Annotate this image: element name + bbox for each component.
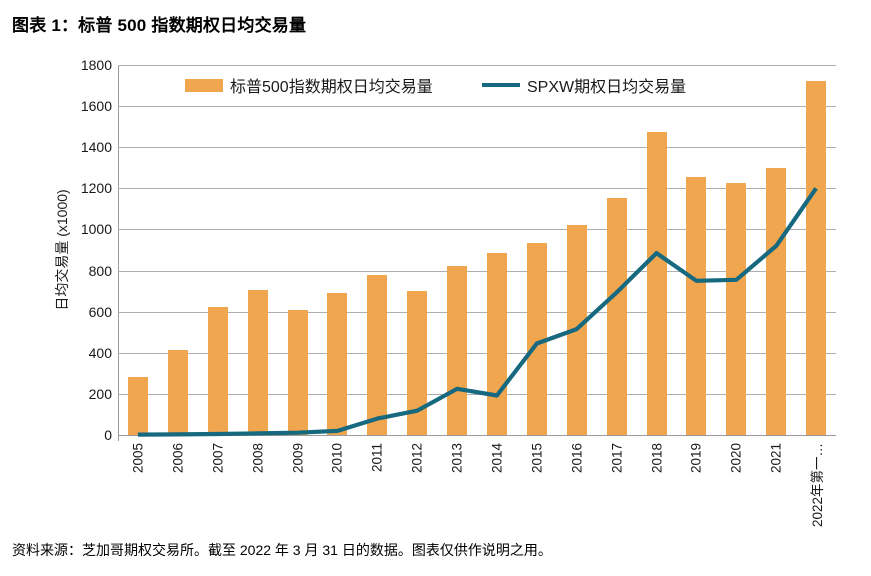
bar-2010 (327, 292, 348, 435)
legend-label-bar-series: 标普500指数期权日均交易量 (230, 79, 433, 96)
bar-2017 (606, 197, 627, 435)
bar-2008 (247, 289, 268, 435)
bar-2005 (127, 376, 148, 435)
bar-2006 (167, 350, 188, 435)
y-axis-title: 日均交易量 (x1000) (54, 189, 70, 311)
gridline-200 (118, 393, 836, 395)
legend-item-bar-series: 标普500指数期权日均交易量 (185, 74, 433, 96)
chart-legend: 标普500指数期权日均交易量 SPXW期权日均交易量 (0, 74, 871, 96)
x-tick-label-2020: 2020 (728, 443, 744, 474)
gridline-600 (118, 311, 836, 313)
gridline-1200 (118, 188, 836, 190)
x-tick-label-2021: 2021 (768, 443, 784, 474)
y-axis-line (118, 65, 119, 441)
line-series-swatch-icon (482, 83, 520, 87)
bar-series-swatch-icon (185, 78, 223, 92)
x-tick-label-2006: 2006 (170, 443, 186, 474)
x-tick-label-2005: 2005 (130, 443, 146, 474)
bar-2009 (287, 309, 308, 435)
y-tick-label-1400: 1400 (80, 139, 112, 156)
bar-2022年第一… (806, 81, 827, 435)
bar-2018 (646, 132, 667, 435)
plot-area (118, 65, 836, 437)
x-tick-label-2010: 2010 (329, 443, 345, 474)
x-tick-label-2017: 2017 (609, 443, 625, 474)
y-tick-label-400: 400 (88, 344, 112, 361)
y-tick-label-0: 0 (104, 427, 112, 443)
bar-2015 (526, 242, 547, 435)
legend-label-line-series: SPXW期权日均交易量 (527, 79, 687, 96)
bar-2021 (766, 168, 787, 435)
x-tick-label-2016: 2016 (569, 443, 585, 474)
x-tick-label-2015: 2015 (529, 443, 545, 474)
source-note: 资料来源：芝加哥期权交易所。截至 2022 年 3 月 31 日的数据。图表仅供… (12, 542, 552, 558)
y-tick-label-1200: 1200 (80, 180, 112, 197)
gridline-1000 (118, 229, 836, 231)
x-axis-line (118, 435, 836, 436)
x-tick-label-2007: 2007 (210, 443, 226, 474)
gridline-800 (118, 270, 836, 272)
y-tick-label-1600: 1600 (80, 98, 112, 115)
x-tick-label-2019: 2019 (688, 443, 704, 474)
chart-title: 图表 1：标普 500 指数期权日均交易量 (12, 16, 307, 35)
gridline-1800 (118, 65, 836, 66)
gridline-1600 (118, 106, 836, 108)
bar-2012 (407, 291, 428, 435)
y-tick-label-200: 200 (88, 385, 112, 402)
x-tick-label-2018: 2018 (649, 443, 664, 474)
bar-2007 (207, 306, 228, 435)
y-tick-label-800: 800 (88, 262, 112, 279)
x-tick-label-2022年第一…: 2022年第一… (810, 443, 826, 528)
x-tick-label-2008: 2008 (250, 443, 266, 474)
y-tick-label-1800: 1800 (80, 57, 112, 73)
bar-2019 (686, 177, 707, 435)
legend-item-line-series: SPXW期权日均交易量 (482, 74, 686, 96)
y-tick-label-1000: 1000 (80, 221, 112, 238)
bar-2011 (367, 274, 388, 435)
x-tick-label-2013: 2013 (449, 443, 465, 474)
gridline-400 (118, 352, 836, 354)
x-tick-label-2012: 2012 (409, 443, 425, 474)
x-tick-label-2011: 2011 (369, 443, 385, 473)
line-series (137, 187, 818, 437)
gridline-1400 (118, 147, 836, 149)
x-tick-label-2009: 2009 (290, 443, 305, 474)
x-tick-label-2014: 2014 (489, 443, 505, 474)
spxw-line-path (137, 187, 818, 437)
bar-2020 (726, 182, 747, 435)
y-tick-label-600: 600 (88, 303, 112, 320)
